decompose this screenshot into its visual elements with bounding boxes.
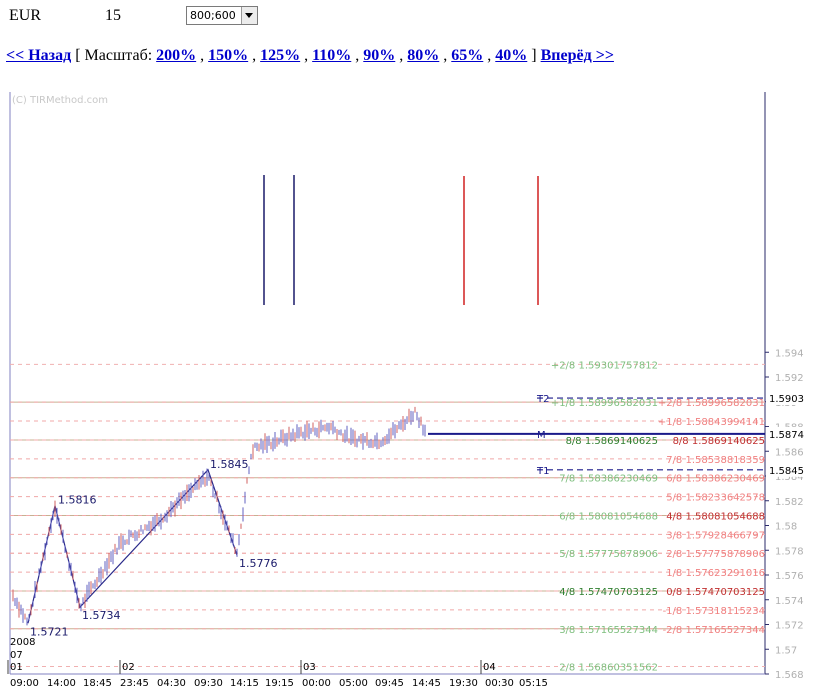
size-select[interactable]: 800;600 (186, 6, 258, 25)
scale-link-90[interactable]: 90% (363, 47, 396, 64)
murrey-green-label: 6/8 1.58081054688 (559, 511, 658, 522)
scale-link-65[interactable]: 65% (451, 47, 484, 64)
zigzag-label: 1.5776 (239, 557, 278, 570)
x-tick-label: 19:30 (449, 678, 478, 689)
murrey-red-label: 4/8 1.58081054688 (666, 511, 765, 522)
murrey-red-label: 1/8 1.57623291016 (666, 568, 765, 579)
back-link[interactable]: << Назад (6, 47, 72, 64)
y-tick-label: 1.584 (775, 472, 804, 483)
murrey-red-label: -2/8 1.57165527344 (663, 625, 765, 636)
x-tick-label: 00:30 (485, 678, 514, 689)
murrey-red-label: +2/8 1.58996582031 (658, 398, 765, 409)
watermark: (C) TIRMethod.com (12, 95, 108, 106)
murrey-red-label: 6/8 1.58386230469 (666, 474, 765, 485)
y-tick-label: 1.57 (775, 645, 797, 656)
day-label: 03 (303, 662, 316, 673)
target-marker: T1 (536, 466, 549, 477)
day-label: 04 (483, 662, 496, 673)
scale-label: Масштаб: (84, 47, 153, 64)
x-tick-label: 14:00 (47, 678, 76, 689)
x-tick-label: 14:45 (412, 678, 441, 689)
y-tick-label: 1.58 (775, 522, 797, 533)
toolbar: EUR 15 800;600 (0, 0, 823, 40)
chevron-down-icon[interactable] (241, 7, 257, 24)
murrey-green-label: 4/8 1.57470703125 (559, 587, 658, 598)
zigzag-label: 1.5721 (30, 625, 69, 638)
murrey-red-label: 0/8 1.57470703125 (666, 587, 765, 598)
price-tag-bg (766, 462, 806, 477)
x-tick-label: 04:30 (157, 678, 186, 689)
murrey-red-label: 5/8 1.58233642578 (666, 493, 765, 504)
y-tick-label: 1.582 (775, 497, 804, 508)
month-label: 07 (10, 650, 23, 661)
x-tick-label: 00:00 (302, 678, 331, 689)
y-tick-label: 1.576 (775, 571, 804, 582)
close-bracket: ] (531, 47, 537, 64)
murrey-red-label: -1/8 1.57318115234 (663, 606, 765, 617)
scale-link-40[interactable]: 40% (495, 47, 528, 64)
scale-nav: << Назад [ Масштаб: 200% , 150% , 125% ,… (6, 47, 614, 64)
zigzag-label: 1.5845 (210, 458, 249, 471)
x-tick-label: 23:45 (120, 678, 149, 689)
x-tick-label: 09:45 (375, 678, 404, 689)
scale-link-200[interactable]: 200% (156, 47, 197, 64)
murrey-red-label: 3/8 1.57928466797 (666, 530, 765, 541)
murrey-green-label: 2/8 1.56860351562 (559, 663, 658, 674)
y-tick-label: 1.574 (775, 596, 804, 607)
scale-link-150[interactable]: 150% (208, 47, 249, 64)
scale-link-80[interactable]: 80% (407, 47, 440, 64)
x-tick-label: 09:00 (10, 678, 39, 689)
zigzag-label: 1.5734 (82, 609, 121, 622)
price-tag-bg (766, 391, 806, 406)
scale-link-125[interactable]: 125% (260, 47, 301, 64)
murrey-green-label: +2/8 1.59301757812 (551, 360, 658, 371)
y-tick-label: 1.568 (775, 670, 804, 681)
y-tick-label: 1.594 (775, 348, 804, 359)
target-marker: T2 (536, 394, 549, 405)
murrey-green-label: 3/8 1.57165527344 (559, 625, 658, 636)
y-tick-label: 1.578 (775, 546, 804, 557)
x-tick-label: 05:00 (339, 678, 368, 689)
y-tick-label: 1.586 (775, 447, 804, 458)
x-tick-label: 18:45 (83, 678, 112, 689)
murrey-green-label: +1/8 1.58996582031 (551, 398, 658, 409)
murrey-red-label: +1/8 1.58843994141 (658, 417, 765, 428)
day-label: 02 (122, 662, 135, 673)
x-tick-label: 05:15 (519, 678, 548, 689)
murrey-red-label: 8/8 1.5869140625 (673, 436, 765, 447)
price-tag: 1.5874 (769, 430, 804, 441)
x-tick-label: 14:15 (230, 678, 259, 689)
murrey-red-label: 2/8 1.57775878906 (666, 549, 765, 560)
zigzag-line (27, 468, 238, 624)
zigzag-label: 1.5816 (58, 494, 97, 507)
target-marker: M (537, 430, 546, 441)
day-label: 01 (10, 662, 23, 673)
scale-link-110[interactable]: 110% (312, 47, 352, 64)
x-tick-label: 19:15 (265, 678, 294, 689)
price-tag: 1.5903 (769, 394, 804, 405)
size-select-value: 800;600 (190, 9, 236, 22)
murrey-green-label: 7/8 1.58386230469 (559, 474, 658, 485)
price-tag-bg (766, 426, 806, 441)
y-tick-label: 1.592 (775, 373, 804, 384)
symbol-label: EUR (9, 7, 41, 24)
murrey-red-label: 7/8 1.58538818359 (666, 455, 765, 466)
murrey-green-label: 8/8 1.5869140625 (566, 436, 658, 447)
forward-link[interactable]: Вперёд >> (540, 47, 614, 64)
open-bracket: [ (75, 47, 81, 64)
price-tag: 1.5845 (769, 466, 804, 477)
y-tick-label: 1.572 (775, 621, 804, 632)
year-label: 2008 (10, 637, 35, 648)
murrey-green-label: 5/8 1.57775878906 (559, 549, 658, 560)
x-tick-label: 09:30 (194, 678, 223, 689)
timeframe-label: 15 (105, 7, 121, 24)
